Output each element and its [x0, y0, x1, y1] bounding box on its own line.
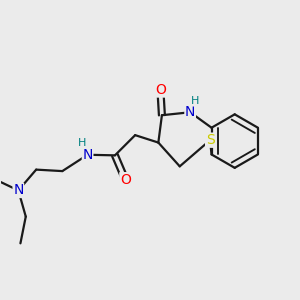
Text: O: O	[155, 83, 166, 97]
Text: N: N	[82, 148, 93, 162]
Text: O: O	[120, 173, 131, 187]
Text: H: H	[78, 139, 86, 148]
Text: N: N	[185, 105, 195, 119]
Text: H: H	[191, 96, 200, 106]
Text: S: S	[206, 133, 214, 147]
Text: N: N	[13, 183, 23, 197]
